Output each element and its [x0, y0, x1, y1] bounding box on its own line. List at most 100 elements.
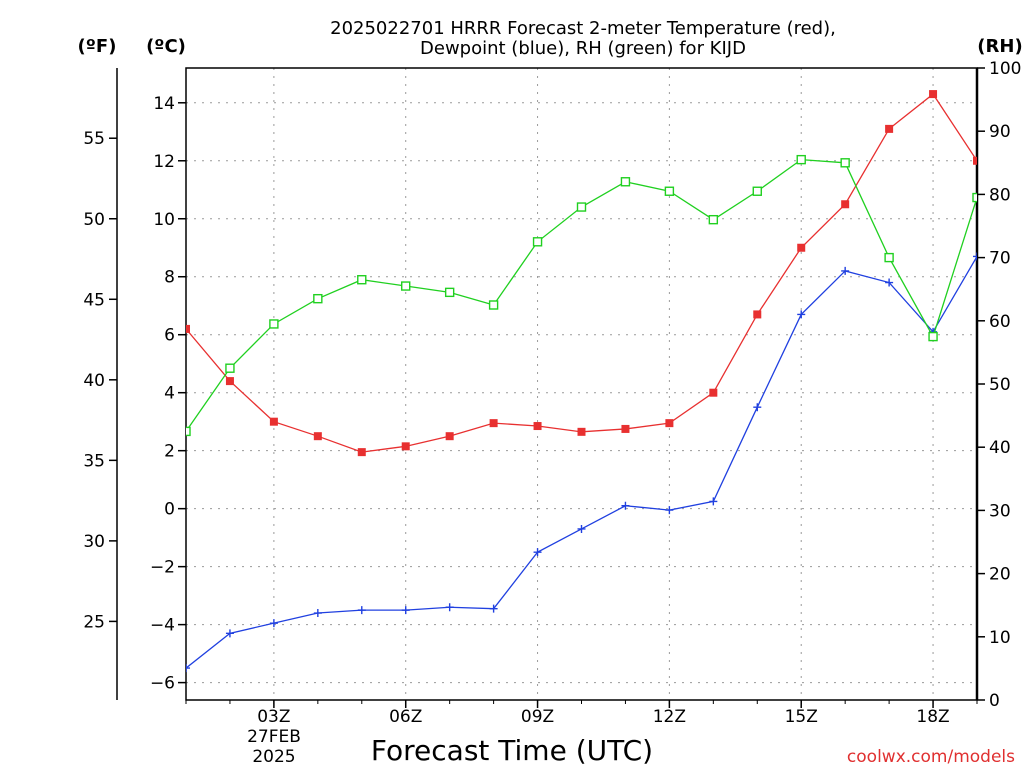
rh-tick-label: 40 — [989, 438, 1011, 458]
rh-tick-label: 30 — [989, 501, 1011, 521]
dewpoint-point — [797, 310, 806, 319]
x-axis-label: Forecast Time (UTC) — [371, 734, 653, 767]
dewpoint-point — [313, 609, 322, 618]
rh-point — [269, 319, 279, 329]
dewpoint-point — [401, 606, 410, 615]
rh-tick-label: 90 — [989, 122, 1011, 142]
celsius-tick-label: 14 — [153, 94, 175, 114]
celsius-tick-label: 0 — [164, 500, 175, 520]
celsius-tick-label: 2 — [164, 442, 175, 462]
rh-point — [664, 186, 675, 196]
rh-tick-label: 0 — [989, 691, 1000, 711]
rh-tick-label: 20 — [989, 565, 1011, 585]
temperature-point — [445, 432, 454, 441]
fahrenheit-tick-label: 55 — [83, 129, 105, 149]
dewpoint-point — [753, 403, 762, 412]
celsius-tick-label: −2 — [150, 558, 175, 578]
celsius-tick-label: −4 — [150, 616, 175, 636]
celsius-tick-label: 6 — [164, 326, 175, 346]
rh-tick-label: 100 — [989, 59, 1021, 79]
x-tick-label: 09Z — [521, 707, 554, 727]
dewpoint-point — [841, 266, 850, 275]
temperature-point — [709, 388, 718, 397]
dewpoint-point — [973, 252, 977, 261]
temperature-point — [186, 324, 190, 333]
rh-point — [796, 154, 806, 165]
dewpoint-point — [621, 501, 630, 510]
temperature-points — [186, 90, 977, 457]
rh-point — [972, 192, 977, 203]
dewpoint-point — [885, 278, 894, 287]
fahrenheit-unit-label: (ºF) — [78, 36, 117, 57]
rh-point — [186, 426, 191, 437]
chart-title-line-2: Dewpoint (blue), RH (green) for KIJD — [420, 38, 746, 59]
x-tick-label: 18Z — [916, 707, 949, 727]
temperature-point — [621, 424, 630, 433]
fahrenheit-tick-label: 35 — [83, 451, 105, 471]
temperature-line — [186, 93, 977, 453]
rh-points — [186, 154, 977, 437]
dewpoint-point — [489, 604, 498, 613]
rh-point — [840, 158, 850, 168]
date-label-day: 27FEB — [247, 727, 301, 747]
x-tick-label: 15Z — [785, 707, 818, 727]
temperature-point — [313, 432, 322, 441]
temperature-point — [225, 377, 234, 386]
fahrenheit-tick-label: 45 — [83, 290, 105, 310]
fahrenheit-tick-label: 40 — [83, 371, 105, 391]
x-tick-label: 03Z — [257, 707, 290, 727]
chart-title-line-1: 2025022701 HRRR Forecast 2-meter Tempera… — [330, 18, 836, 39]
temperature-point — [269, 417, 278, 426]
rh-point — [884, 252, 894, 263]
temperature-point — [401, 442, 410, 451]
rh-tick-label: 10 — [989, 628, 1011, 648]
dewpoint-point — [357, 606, 366, 615]
celsius-unit-label: (ºC) — [146, 36, 186, 57]
dewpoint-point — [709, 497, 718, 506]
temperature-point — [885, 124, 894, 133]
temperature-point — [753, 310, 762, 319]
rh-point — [357, 275, 367, 285]
watermark: coolwx.com/models — [847, 747, 1015, 767]
temperature-point — [841, 200, 850, 209]
rh-point — [928, 331, 938, 342]
rh-point — [488, 300, 499, 310]
celsius-tick-label: 10 — [153, 210, 175, 230]
x-tick-label: 06Z — [389, 707, 422, 727]
dewpoint-points — [186, 252, 977, 673]
rh-tick-label: 50 — [989, 375, 1011, 395]
dewpoint-point — [186, 664, 190, 673]
dewpoint-point — [665, 506, 674, 515]
temperature-point — [665, 419, 674, 428]
fahrenheit-tick-label: 50 — [83, 210, 105, 230]
rh-point — [225, 363, 235, 373]
temperature-point — [929, 90, 938, 99]
rh-point — [576, 202, 587, 212]
dewpoint-point — [577, 524, 586, 533]
temperature-point — [357, 448, 366, 457]
temperature-point — [489, 419, 498, 428]
rh-tick-label: 60 — [989, 312, 1011, 332]
plot-frame — [185, 67, 978, 701]
celsius-tick-label: 12 — [153, 152, 175, 172]
dewpoint-point — [533, 548, 542, 557]
rh-point — [532, 237, 543, 247]
rh-point — [401, 281, 411, 291]
dewpoint-point — [225, 629, 234, 638]
rh-point — [708, 214, 719, 225]
fahrenheit-tick-label: 25 — [83, 612, 105, 632]
rh-point — [752, 186, 762, 196]
temperature-point — [577, 427, 586, 436]
rh-point — [313, 293, 323, 304]
date-label-year: 2025 — [252, 747, 295, 767]
rh-line — [186, 158, 977, 432]
celsius-tick-label: −6 — [150, 674, 175, 694]
rh-point — [620, 177, 631, 187]
temperature-point — [533, 422, 542, 431]
rh-tick-label: 80 — [989, 185, 1011, 205]
celsius-tick-label: 8 — [164, 268, 175, 288]
celsius-tick-label: 4 — [164, 384, 175, 404]
dewpoint-point — [269, 619, 278, 628]
rh-unit-label: (RH) — [977, 36, 1022, 57]
